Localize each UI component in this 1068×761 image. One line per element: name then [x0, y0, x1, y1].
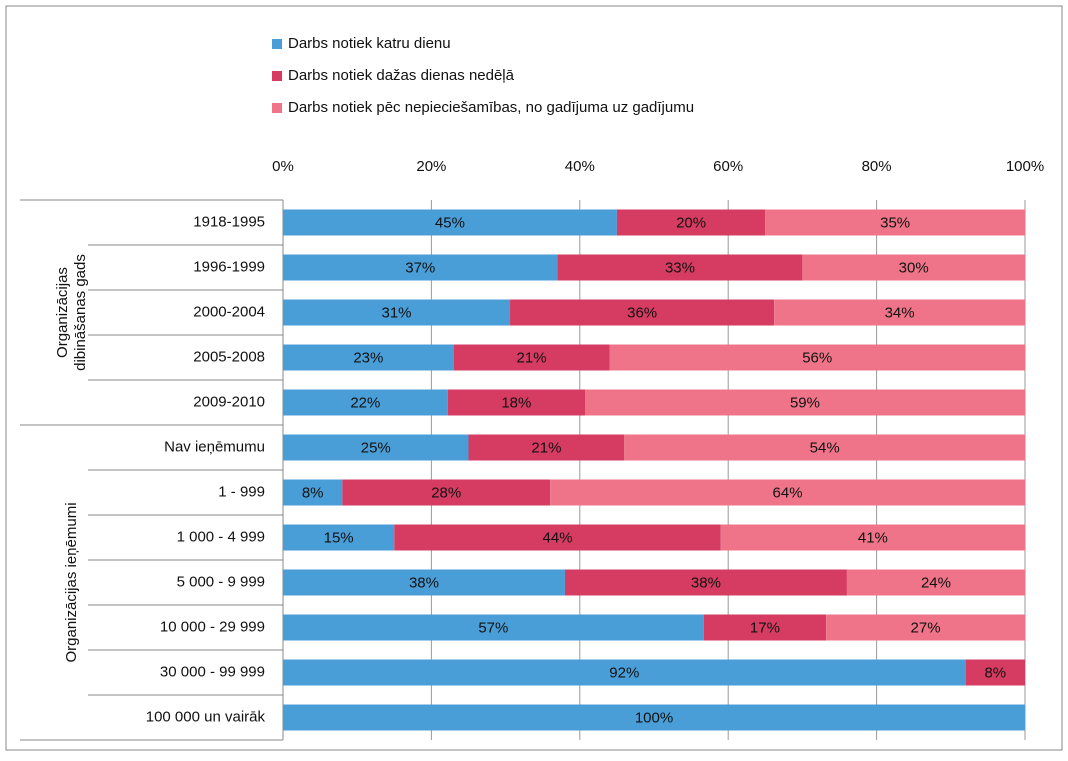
data-label: 22%: [350, 394, 380, 411]
bar-segment: [283, 524, 395, 551]
bar-segment: [283, 299, 511, 326]
bar-segment: [557, 254, 803, 281]
bar-segment: [283, 614, 704, 641]
data-label: 24%: [921, 574, 951, 591]
bar-segment: [283, 389, 448, 416]
y-tick-label: 5 000 - 9 999: [177, 573, 265, 590]
bar-segment: [283, 209, 617, 236]
data-label: 38%: [409, 574, 439, 591]
data-label: 33%: [665, 259, 695, 276]
data-label: 15%: [324, 529, 354, 546]
bar-segment: [283, 434, 469, 461]
data-label: 35%: [880, 214, 910, 231]
data-label: 18%: [501, 394, 531, 411]
bar-segment: [394, 524, 721, 551]
bar-segment: [846, 569, 1025, 596]
bar-segment: [283, 479, 343, 506]
x-tick-label: 0%: [272, 158, 294, 175]
bar-segment: [468, 434, 625, 461]
group-label: Organizācijas: [54, 267, 71, 358]
y-tick-label: 30 000 - 99 999: [160, 663, 265, 680]
legend-label: Darbs notiek dažas dienas nedēļā: [288, 67, 515, 84]
data-label: 17%: [750, 619, 780, 636]
bar-segment: [283, 254, 558, 281]
bar-segment: [283, 569, 565, 596]
legend-swatch: [272, 39, 282, 49]
data-label: 45%: [435, 214, 465, 231]
data-label: 54%: [810, 439, 840, 456]
data-label: 21%: [517, 349, 547, 366]
y-tick-label: 1996-1999: [193, 258, 265, 275]
legend-label: Darbs notiek katru dienu: [288, 35, 451, 52]
data-label: 8%: [302, 484, 324, 501]
data-label: 25%: [361, 439, 391, 456]
data-label: 28%: [431, 484, 461, 501]
bar-segment: [826, 614, 1025, 641]
x-tick-label: 80%: [862, 158, 892, 175]
data-label: 44%: [543, 529, 573, 546]
data-label: 56%: [802, 349, 832, 366]
x-tick-label: 40%: [565, 158, 595, 175]
data-label: 37%: [405, 259, 435, 276]
legend-label: Darbs notiek pēc nepieciešamības, no gad…: [288, 99, 694, 116]
legend-swatch: [272, 103, 282, 113]
bar-segment: [802, 254, 1025, 281]
data-label: 8%: [984, 664, 1006, 681]
data-label: 36%: [627, 304, 657, 321]
data-label: 100%: [635, 709, 673, 726]
bar-segment: [609, 344, 1025, 371]
data-label: 57%: [478, 619, 508, 636]
y-tick-label: 1 - 999: [218, 483, 265, 500]
bar-segment: [447, 389, 585, 416]
group-label: Organizācijas ieņēmumi: [63, 502, 80, 662]
data-label: 23%: [353, 349, 383, 366]
bar-segment: [342, 479, 551, 506]
y-tick-label: 1918-1995: [193, 213, 265, 230]
bar-segment: [564, 569, 847, 596]
data-label: 64%: [773, 484, 803, 501]
x-tick-label: 60%: [713, 158, 743, 175]
bar-segment: [616, 209, 766, 236]
data-label: 38%: [691, 574, 721, 591]
bar-segment: [283, 704, 1025, 731]
bar-segment: [550, 479, 1025, 506]
y-tick-label: 2005-2008: [193, 348, 265, 365]
y-tick-label: 100 000 un vairāk: [146, 708, 266, 725]
data-label: 34%: [885, 304, 915, 321]
group-label: dibināšanas gads: [72, 254, 89, 371]
data-label: 27%: [911, 619, 941, 636]
legend-swatch: [272, 71, 282, 81]
y-tick-label: Nav ieņēmumu: [164, 438, 265, 455]
data-label: 92%: [609, 664, 639, 681]
data-label: 59%: [790, 394, 820, 411]
y-tick-label: 2000-2004: [193, 303, 265, 320]
bar-segment: [765, 209, 1025, 236]
data-label: 30%: [899, 259, 929, 276]
bar-segment: [510, 299, 775, 326]
data-label: 21%: [531, 439, 561, 456]
bar-segment: [703, 614, 827, 641]
y-tick-label: 10 000 - 29 999: [160, 618, 265, 635]
bar-segment: [720, 524, 1025, 551]
data-label: 31%: [382, 304, 412, 321]
bar-segment: [624, 434, 1025, 461]
y-tick-label: 2009-2010: [193, 393, 265, 410]
data-label: 41%: [858, 529, 888, 546]
bar-segment: [584, 389, 1025, 416]
bar-segment: [965, 659, 1025, 686]
bar-segment: [283, 344, 454, 371]
y-tick-label: 1 000 - 4 999: [177, 528, 265, 545]
x-tick-label: 100%: [1006, 158, 1044, 175]
bar-segment: [774, 299, 1025, 326]
data-label: 20%: [676, 214, 706, 231]
x-tick-label: 20%: [416, 158, 446, 175]
bar-segment: [453, 344, 610, 371]
bar-segment: [283, 659, 966, 686]
